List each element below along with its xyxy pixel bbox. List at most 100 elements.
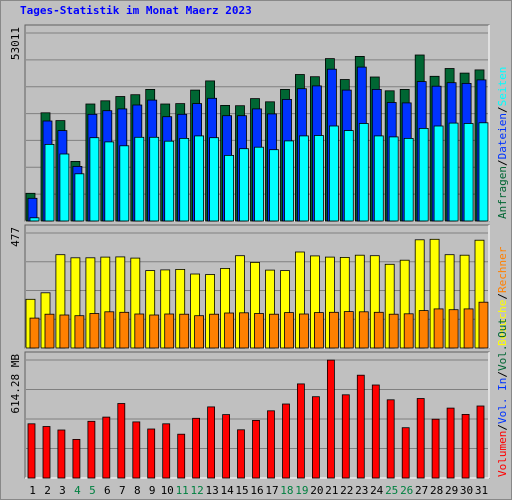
bar-seiten-day-16 (254, 146, 264, 222)
x-tick-label-day-24: 24 (370, 484, 384, 497)
x-tick-label-day-16: 16 (250, 484, 263, 497)
bar-volumen-day-14 (222, 414, 231, 479)
x-tick-label-day-9: 9 (149, 484, 156, 497)
x-tick-label-day-15: 15 (235, 484, 248, 497)
bar-seiten-day-31 (478, 122, 489, 222)
bar-rechner-day-25 (388, 313, 399, 349)
bar-volumen-day-7 (117, 403, 126, 479)
bar-seiten-day-14 (224, 154, 235, 222)
bar-rechner-day-21 (328, 311, 339, 349)
bar-volumen-day-30 (461, 413, 470, 479)
bar-seiten-day-3 (59, 153, 70, 222)
x-tick-label-day-28: 28 (430, 484, 443, 497)
bar-seiten-day-15 (239, 148, 249, 222)
bar-seiten-day-28 (433, 125, 444, 222)
x-tick-label-day-4: 4 (74, 484, 81, 497)
x-tick-label-day-8: 8 (134, 484, 141, 497)
chart-title: Tages-Statistik im Monat Maerz 2023 (20, 4, 252, 17)
bar-rechner-day-9 (149, 314, 160, 349)
bar-rechner-day-10 (164, 313, 175, 349)
panel-0-ymax-label: 53011 (9, 27, 22, 60)
bar-rechner-day-20 (313, 312, 324, 349)
bar-volumen-day-21 (326, 359, 335, 479)
x-tick-label-day-18: 18 (280, 484, 293, 497)
bar-rechner-day-23 (358, 311, 369, 349)
bar-rechner-day-5 (89, 313, 100, 349)
bar-seiten-day-20 (313, 135, 324, 222)
bar-seiten-day-5 (89, 137, 100, 222)
bar-seiten-day-8 (134, 136, 145, 222)
bar-rechner-day-19 (298, 313, 309, 349)
bar-rechner-day-24 (373, 311, 384, 349)
bar-seiten-day-19 (298, 135, 309, 222)
bar-volumen-day-26 (401, 427, 410, 479)
bar-seiten-day-1 (29, 217, 40, 222)
bar-seiten-day-25 (388, 136, 399, 222)
bar-seiten-day-6 (104, 141, 115, 222)
x-tick-label-day-22: 22 (340, 484, 353, 497)
bar-seiten-day-12 (194, 135, 205, 222)
bar-volumen-day-19 (296, 383, 305, 479)
bar-rechner-day-8 (134, 313, 145, 349)
bar-rechner-day-13 (209, 313, 220, 349)
bar-volumen-day-10 (162, 423, 171, 479)
x-tick-label-day-31: 31 (475, 484, 488, 497)
panel-1-ymax-label: 477 (9, 227, 22, 247)
x-tick-label-day-23: 23 (355, 484, 368, 497)
bar-volumen-day-11 (177, 433, 186, 479)
bar-seiten-day-21 (328, 125, 339, 222)
bar-rechner-day-15 (239, 312, 249, 349)
bar-rechner-day-14 (224, 312, 235, 349)
x-tick-label-day-29: 29 (445, 484, 458, 497)
bar-volumen-day-1 (27, 423, 36, 479)
bar-rechner-day-4 (74, 315, 85, 349)
x-tick-label-day-26: 26 (400, 484, 413, 497)
bar-seiten-day-7 (119, 145, 130, 222)
bar-seiten-day-29 (448, 122, 459, 222)
bar-seiten-day-24 (373, 135, 384, 222)
bar-seiten-day-13 (209, 137, 220, 222)
bar-volumen-day-28 (431, 418, 440, 479)
bar-seiten-day-27 (418, 128, 429, 222)
bar-volumen-day-2 (42, 426, 51, 479)
bar-volumen-day-22 (341, 394, 350, 479)
bar-volumen-day-13 (207, 406, 216, 479)
bar-seiten-day-2 (44, 143, 55, 222)
bar-volumen-day-23 (356, 374, 365, 479)
x-tick-label-day-5: 5 (89, 484, 96, 497)
x-tick-label-day-25: 25 (385, 484, 398, 497)
bar-rechner-day-31 (478, 301, 489, 349)
bar-volumen-day-24 (371, 384, 380, 479)
bar-seiten-day-9 (149, 136, 160, 222)
bar-volumen-day-6 (102, 416, 111, 479)
x-tick-label-day-17: 17 (265, 484, 278, 497)
bar-volumen-day-16 (252, 419, 260, 479)
x-tick-label-day-19: 19 (295, 484, 308, 497)
bar-rechner-day-29 (448, 309, 459, 349)
bar-seiten-day-23 (358, 123, 369, 222)
bar-volumen-day-31 (476, 405, 485, 479)
x-tick-label-day-6: 6 (104, 484, 111, 497)
bar-volumen-day-27 (416, 398, 425, 479)
x-tick-label-day-10: 10 (161, 484, 174, 497)
bar-rechner-day-1 (29, 317, 40, 349)
x-tick-label-day-21: 21 (325, 484, 338, 497)
panel-2-ymax-label: 614.28 MB (9, 354, 22, 414)
bar-volumen-day-20 (311, 396, 320, 479)
bar-rechner-day-11 (179, 313, 190, 349)
bar-rechner-day-17 (269, 313, 279, 349)
bar-volumen-day-5 (87, 420, 96, 479)
bar-seiten-day-4 (74, 173, 85, 222)
bar-rechner-day-22 (343, 311, 354, 349)
bar-volumen-day-18 (282, 403, 290, 479)
bar-rechner-day-30 (463, 308, 474, 349)
x-tick-label-day-13: 13 (205, 484, 218, 497)
x-tick-label-day-1: 1 (29, 484, 36, 497)
bar-rechner-day-18 (284, 312, 294, 349)
bar-volumen-day-15 (237, 429, 245, 479)
bar-volumen-day-12 (192, 417, 201, 479)
bar-volumen-day-8 (132, 421, 141, 479)
bar-volumen-day-17 (267, 410, 275, 479)
x-tick-label-day-20: 20 (310, 484, 323, 497)
